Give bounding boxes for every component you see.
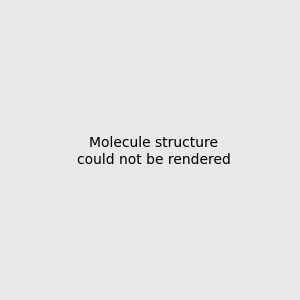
Text: Molecule structure
could not be rendered: Molecule structure could not be rendered xyxy=(77,136,231,166)
